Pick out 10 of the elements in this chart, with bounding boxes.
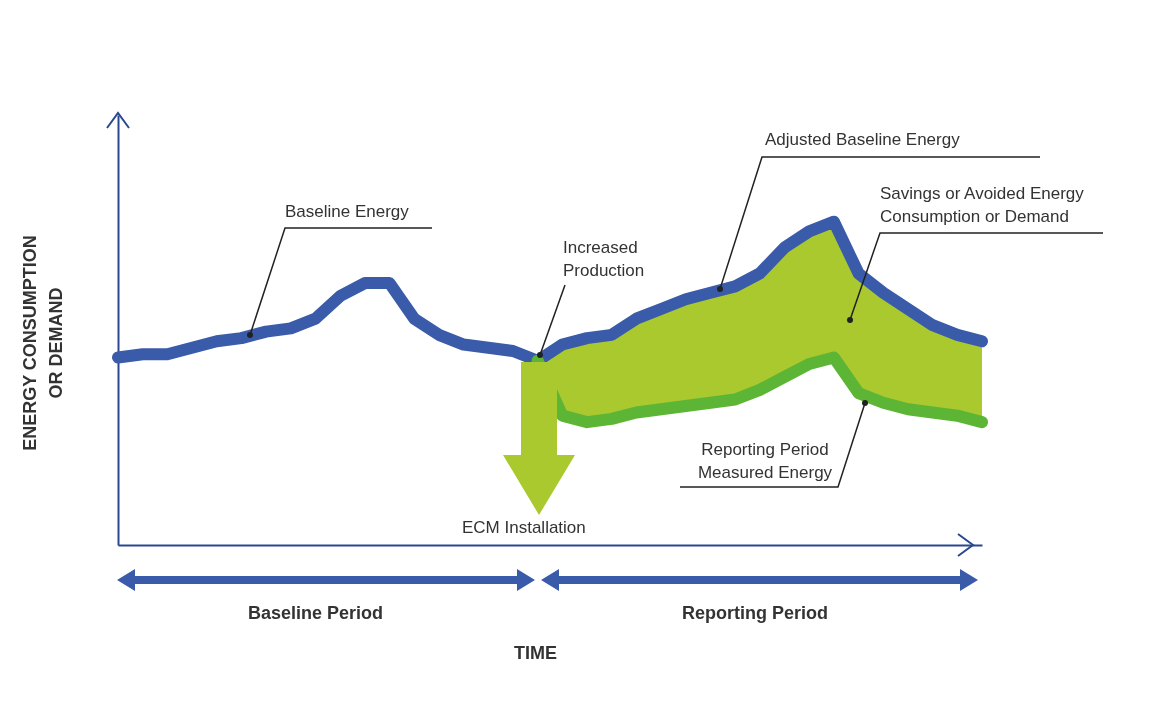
text: Baseline Energy	[285, 201, 409, 223]
y-axis-title: ENERGY CONSUMPTION OR DEMAND	[19, 234, 67, 453]
text: Baseline Period	[248, 602, 384, 625]
text: Reporting Period	[682, 602, 829, 625]
text: TIME	[514, 642, 557, 665]
annotation: Savings or Avoided Energy Consumption or Demand	[880, 183, 1085, 228]
text: Reporting Period Measured Energy	[696, 439, 834, 484]
text: Adjusted Baseline Energy	[765, 129, 960, 151]
annotation: ECM Installation	[462, 517, 586, 539]
annotation: Increased Production	[563, 237, 646, 282]
